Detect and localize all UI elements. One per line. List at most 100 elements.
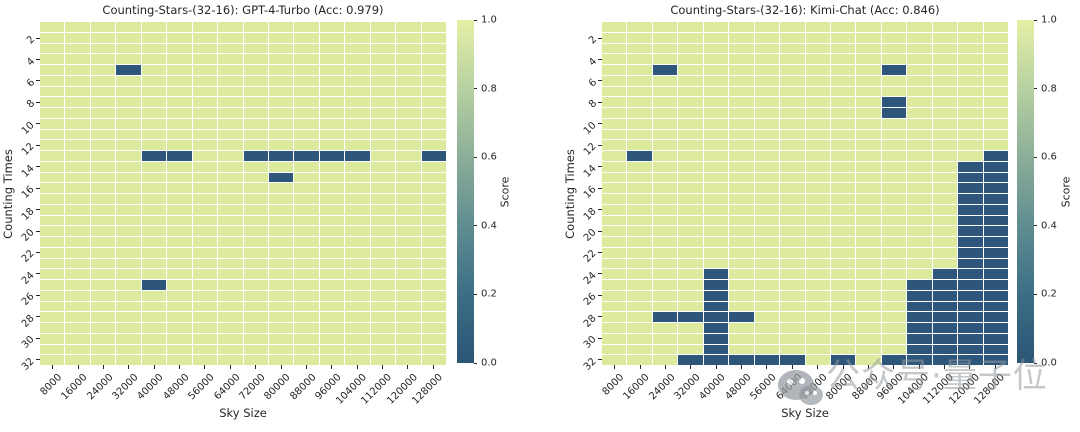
heatmap-cell [243,118,268,129]
heatmap-cell [805,97,830,107]
heatmap-cell [932,161,958,172]
heatmap-cell [627,118,652,129]
heatmap-cell [856,172,881,183]
heatmap-cell [729,172,754,183]
heatmap-cell [243,22,268,32]
heatmap-cell [40,108,65,118]
heatmap-cell [90,43,116,54]
heatmap-cell [421,258,446,269]
heatmap-cell [396,194,421,204]
heatmap-cell [652,312,678,322]
heatmap-cell [881,312,907,322]
heatmap-cell [294,247,319,258]
heatmap-cell [805,86,830,97]
heatmap-cell [932,237,958,247]
x-tick-mark [842,365,844,369]
heatmap-cell [294,43,319,54]
heatmap-cell [678,355,703,365]
heatmap-cell [881,237,907,247]
y-tick-label: 12 [582,141,599,159]
x-tick-mark [639,365,641,369]
heatmap-cell [652,269,678,279]
heatmap-cell [703,323,729,333]
heatmap-cell [396,129,421,140]
heatmap-cell [678,97,703,107]
heatmap-cell [421,97,446,107]
y-tick-label: 10 [20,119,37,137]
heatmap-cell [167,215,192,226]
heatmap-cell [932,140,958,150]
heatmap-cell [396,247,421,258]
heatmap-cell [602,151,627,161]
heatmap-cell [652,97,678,107]
heatmap-cell [370,290,396,301]
x-tick-mark [867,365,869,369]
heatmap-cell [243,108,268,118]
heatmap-cell [602,226,627,236]
heatmap-cell [319,151,345,161]
heatmap-cell [345,280,370,290]
heatmap-cell [116,237,141,247]
heatmap-cell [40,75,65,86]
heatmap-cell [268,183,294,193]
heatmap-cell [319,108,345,118]
heatmap-cell [90,344,116,355]
y-tick-label: 30 [20,334,37,352]
heatmap-cell [627,280,652,290]
heatmap-cell [192,43,218,54]
heatmap-cell [294,161,319,172]
heatmap-cell [370,86,396,97]
heatmap-cell [192,290,218,301]
heatmap-cell [729,355,754,365]
heatmap-cell [907,54,932,64]
heatmap-cell [729,237,754,247]
heatmap-cell [243,65,268,75]
heatmap-cell [141,237,167,247]
heatmap-cell [602,344,627,355]
heatmap-cell [243,344,268,355]
x-tick-mark [356,365,358,369]
heatmap-cell [856,301,881,312]
heatmap-cell [167,290,192,301]
heatmap-cell [754,32,780,43]
heatmap-cell [881,65,907,75]
heatmap-cell [396,226,421,236]
heatmap-cell [881,86,907,97]
x-tick-mark [664,365,666,369]
heatmap-cell [805,269,830,279]
heatmap-cell [192,247,218,258]
heatmap-cell [856,108,881,118]
heatmap-cell [780,355,805,365]
heatmap-cell [932,312,958,322]
heatmap-cell [294,54,319,64]
heatmap-cell [268,86,294,97]
y-tick-label: 8 [586,98,599,111]
heatmap-cell [218,183,243,193]
heatmap-cell [856,97,881,107]
heatmap-cell [703,32,729,43]
x-tick-mark [331,365,333,369]
heatmap-cell [754,140,780,150]
heatmap-cell [881,43,907,54]
heatmap-cell [370,226,396,236]
heatmap-cell [907,75,932,86]
heatmap-cell [907,108,932,118]
heatmap-cell [602,97,627,107]
heatmap-cell [780,86,805,97]
heatmap-cell [678,333,703,344]
heatmap-cell [65,247,90,258]
heatmap-cell [345,258,370,269]
heatmap-cell [294,172,319,183]
heatmap-cell [141,129,167,140]
heatmap-cell [141,97,167,107]
heatmap-cell [192,323,218,333]
heatmap-cell [319,140,345,150]
heatmap-cell [396,151,421,161]
heatmap-cell [805,344,830,355]
heatmap-cell [652,183,678,193]
heatmap-cell [907,237,932,247]
heatmap-cell [319,32,345,43]
x-tick-mark [52,365,54,369]
heatmap-cell [754,161,780,172]
heatmap-cell [268,194,294,204]
